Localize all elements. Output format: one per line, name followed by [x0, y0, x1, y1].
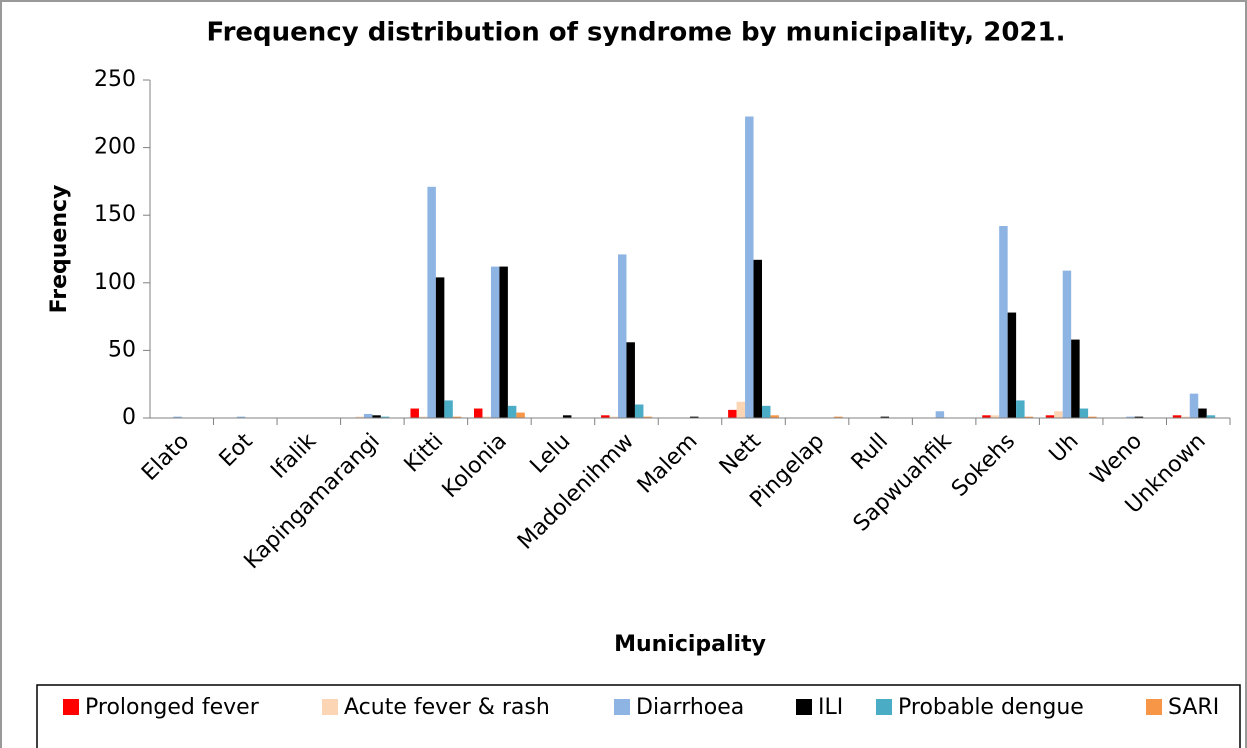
bar	[1206, 415, 1216, 418]
bar	[1079, 408, 1089, 418]
legend-label: SARI	[1168, 695, 1219, 720]
bar	[1088, 416, 1097, 418]
legend-swatch	[63, 699, 79, 715]
bar	[1071, 339, 1080, 418]
bar	[1024, 416, 1034, 418]
y-tick-label: 100	[94, 270, 136, 295]
legend-box	[36, 684, 1241, 748]
bar	[507, 405, 517, 418]
bar	[516, 412, 525, 418]
bar	[499, 266, 508, 418]
bar	[935, 411, 945, 418]
y-tick-label: 200	[94, 135, 136, 160]
bar	[562, 415, 572, 418]
legend-swatch	[876, 699, 892, 715]
legend-swatch	[1146, 699, 1162, 715]
y-tick-label: 150	[94, 202, 136, 227]
bar	[618, 254, 627, 418]
bar	[363, 413, 373, 418]
y-axis-title: Frequency	[47, 185, 72, 314]
bar	[753, 259, 762, 418]
bar	[770, 415, 779, 418]
bar	[410, 408, 419, 418]
bar	[452, 416, 462, 418]
y-tick-label: 0	[122, 405, 136, 430]
bar	[626, 342, 635, 418]
bar	[1198, 408, 1207, 418]
bar	[643, 416, 652, 418]
bar	[1172, 415, 1182, 418]
legend-swatch	[322, 699, 338, 715]
x-axis-title: Municipality	[614, 632, 766, 657]
bar	[490, 266, 500, 418]
bar	[435, 277, 445, 418]
bar	[427, 186, 436, 418]
legend-label: Acute fever & rash	[344, 695, 550, 720]
bar	[1054, 411, 1063, 418]
legend-label: Probable dengue	[898, 695, 1084, 720]
y-tick-label: 50	[108, 337, 136, 362]
bar	[1134, 416, 1144, 418]
bar	[1126, 416, 1135, 418]
bar	[634, 404, 644, 418]
legend-swatch	[614, 699, 630, 715]
bar	[834, 416, 843, 418]
bar	[173, 416, 182, 418]
bar	[1016, 400, 1025, 418]
bar	[982, 415, 991, 418]
bar	[355, 416, 364, 418]
chart-title: Frequency distribution of syndrome by mu…	[207, 18, 1066, 48]
bar	[1062, 270, 1072, 418]
bar	[762, 405, 771, 418]
bar	[444, 400, 453, 418]
bar	[236, 416, 246, 418]
y-tick-label: 250	[94, 67, 136, 92]
bar	[1189, 393, 1199, 418]
bar	[372, 415, 381, 418]
bar	[1045, 415, 1055, 418]
bar	[880, 416, 890, 418]
bar	[728, 409, 737, 418]
bar	[999, 226, 1008, 418]
bar	[609, 416, 618, 418]
bar	[990, 415, 1000, 418]
bar	[380, 416, 390, 418]
bar	[745, 116, 754, 418]
bar	[1007, 312, 1017, 418]
bar	[1181, 416, 1190, 418]
bar	[474, 408, 483, 418]
legend-label: Diarrhoea	[636, 695, 744, 720]
bar	[418, 416, 428, 418]
bar	[601, 415, 610, 418]
bar	[736, 401, 746, 418]
bar	[482, 416, 491, 418]
legend-label: ILI	[818, 695, 843, 720]
legend-swatch	[796, 699, 812, 715]
legend-label: Prolonged fever	[85, 695, 260, 720]
bar	[690, 416, 699, 418]
